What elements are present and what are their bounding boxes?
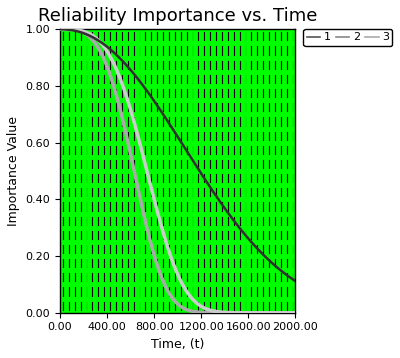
X-axis label: Time, (t): Time, (t) [151,338,204,351]
Y-axis label: Importance Value: Importance Value [7,116,20,226]
Legend: 1, 2, 3: 1, 2, 3 [304,29,392,46]
Title: Reliability Importance vs. Time: Reliability Importance vs. Time [38,7,318,25]
